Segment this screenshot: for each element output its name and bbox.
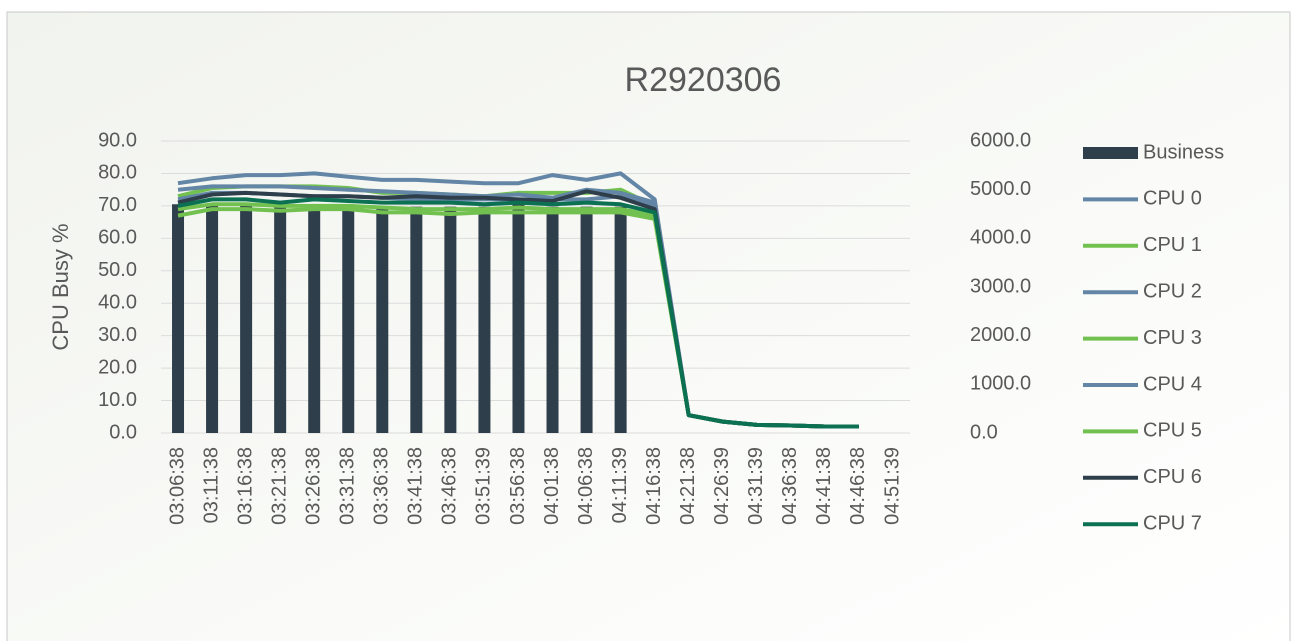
x-tick-label: 04:26:39 xyxy=(711,447,733,525)
bar xyxy=(478,206,491,433)
legend-label: Business xyxy=(1143,141,1224,163)
bar xyxy=(172,204,185,433)
x-tick-label: 03:21:38 xyxy=(268,447,290,525)
y2-tick-label: 4000.0 xyxy=(970,227,1031,249)
y-tick-label: 50.0 xyxy=(98,259,137,281)
y-tick-label: 70.0 xyxy=(98,194,137,216)
bar xyxy=(614,206,627,433)
x-tick-label: 03:46:38 xyxy=(439,447,461,525)
x-tick-label: 04:11:39 xyxy=(609,447,631,523)
bar xyxy=(240,204,253,433)
x-tick-label: 03:26:38 xyxy=(302,447,324,525)
legend-label: CPU 6 xyxy=(1143,466,1202,488)
y-tick-label: 30.0 xyxy=(98,324,137,346)
legend-label: CPU 7 xyxy=(1143,512,1202,534)
bar xyxy=(308,204,321,433)
y2-tick-label: 5000.0 xyxy=(970,178,1031,200)
y-tick-label: 40.0 xyxy=(98,292,137,314)
y2-tick-label: 2000.0 xyxy=(970,324,1031,346)
x-tick-label: 03:36:38 xyxy=(371,447,393,525)
bar xyxy=(580,206,593,433)
x-tick-label: 04:06:38 xyxy=(575,447,597,525)
y-axis-label: CPU Busy % xyxy=(48,223,73,350)
y-tick-label: 80.0 xyxy=(98,162,137,184)
legend-swatch xyxy=(1083,147,1138,159)
x-tick-label: 04:16:38 xyxy=(643,447,665,525)
bar xyxy=(376,206,389,433)
x-tick-label: 04:21:38 xyxy=(677,447,699,525)
x-tick-label: 03:11:38 xyxy=(200,447,222,523)
legend-label: CPU 2 xyxy=(1143,280,1202,302)
x-tick-label: 04:31:39 xyxy=(745,447,767,525)
legend-label: CPU 1 xyxy=(1143,234,1202,256)
x-tick-label: 04:51:39 xyxy=(881,447,903,525)
x-tick-label: 03:06:38 xyxy=(166,447,188,525)
legend-label: CPU 0 xyxy=(1143,188,1202,210)
y-tick-label: 60.0 xyxy=(98,227,137,249)
x-tick-label: 04:46:38 xyxy=(847,447,869,525)
y2-tick-label: 0.0 xyxy=(970,421,998,443)
x-tick-label: 04:41:38 xyxy=(813,447,835,525)
legend-label: CPU 4 xyxy=(1143,373,1202,395)
line xyxy=(177,197,859,429)
x-tick-label: 03:31:38 xyxy=(337,447,359,525)
y2-tick-label: 6000.0 xyxy=(970,129,1031,151)
bar xyxy=(342,204,355,433)
x-tick-label: 03:51:39 xyxy=(473,447,495,525)
legend-label: CPU 5 xyxy=(1143,420,1202,442)
x-tick-label: 04:36:38 xyxy=(779,447,801,525)
y2-tick-label: 3000.0 xyxy=(970,275,1031,297)
bar xyxy=(410,206,423,433)
x-tick-label: 03:16:38 xyxy=(234,447,256,525)
x-tick-label: 04:01:38 xyxy=(541,447,563,525)
x-tick-label: 03:41:38 xyxy=(405,447,427,525)
bar xyxy=(444,206,457,433)
y2-tick-label: 1000.0 xyxy=(970,373,1031,395)
bar xyxy=(274,206,287,433)
chart-frame xyxy=(6,11,1291,641)
x-tick-label: 03:56:38 xyxy=(507,447,529,525)
y-tick-label: 20.0 xyxy=(98,356,137,378)
legend-label: CPU 3 xyxy=(1143,327,1202,349)
y-tick-label: 10.0 xyxy=(98,389,137,411)
chart-title: R2920306 xyxy=(625,61,782,99)
y-tick-label: 90.0 xyxy=(98,129,137,151)
bar xyxy=(546,206,559,433)
bar xyxy=(512,204,525,433)
bar xyxy=(206,204,219,433)
y-tick-label: 0.0 xyxy=(109,421,137,443)
